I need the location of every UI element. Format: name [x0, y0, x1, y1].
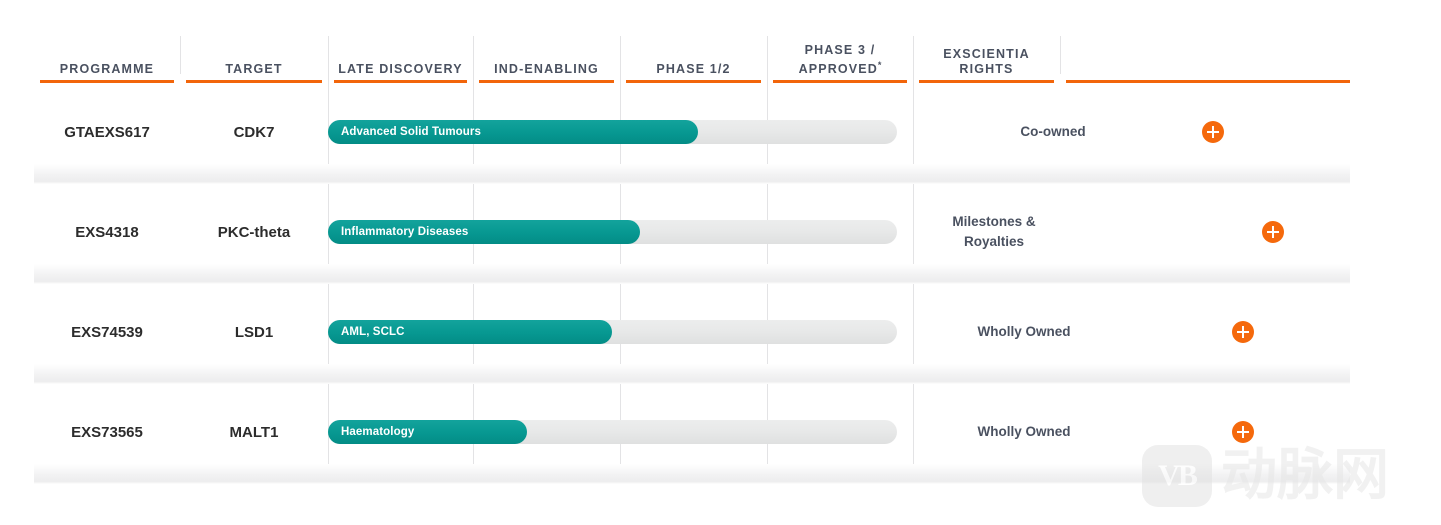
header-rule-phase-3-approved	[773, 80, 907, 83]
cell-target: CDK7	[233, 123, 275, 141]
header-ind-enabling-label: IND-ENABLING	[494, 62, 599, 76]
cell-target: PKC-theta	[217, 223, 291, 241]
header-exscientia-rights: EXSCIENTIA RIGHTS	[913, 36, 1060, 80]
cell-exscientia-rights: Milestones & Royalties	[952, 214, 1036, 249]
progress-fill: Advanced Solid Tumours	[328, 120, 698, 144]
cell-programme: EXS73565	[71, 423, 143, 441]
indication-label: AML, SCLC	[341, 326, 405, 338]
progress-fill: AML, SCLC	[328, 320, 612, 344]
column-divider-5	[767, 36, 768, 476]
cell-programme: EXS74539	[71, 323, 143, 341]
header-phase-3-footnote-asterisk: *	[877, 59, 882, 70]
row-separator-band-4	[34, 464, 1350, 484]
expand-row-icon[interactable]	[1262, 221, 1284, 243]
header-programme: PROGRAMME	[34, 36, 180, 80]
header-phase-3-approved: PHASE 3 / APPROVED*	[767, 36, 913, 80]
header-phase-3-line2: APPROVED	[798, 62, 878, 76]
column-divider-2	[328, 36, 329, 476]
indication-label: Haematology	[341, 426, 415, 438]
header-late-discovery-label: LATE DISCOVERY	[338, 62, 463, 76]
header-ind-enabling: IND-ENABLING	[473, 36, 620, 80]
header-rule-exscientia-rights	[919, 80, 1054, 83]
header-late-discovery: LATE DISCOVERY	[328, 36, 473, 80]
header-target: TARGET	[180, 36, 328, 80]
cell-exscientia-rights: Wholly Owned	[977, 424, 1071, 439]
header-rule-programme	[40, 80, 174, 83]
header-phase-3-line1: PHASE 3 /	[804, 42, 876, 57]
column-divider-3	[473, 36, 474, 476]
header-rule-phase-1-2	[626, 80, 761, 83]
cell-programme: EXS4318	[75, 223, 139, 241]
expand-row-icon[interactable]	[1232, 321, 1254, 343]
row-separator-band-2	[34, 264, 1350, 284]
indication-label: Inflammatory Diseases	[341, 226, 469, 238]
header-target-label: TARGET	[225, 62, 283, 76]
header-expand-column	[1060, 36, 1350, 80]
row-separator-band-1	[34, 164, 1350, 184]
column-divider-4	[620, 36, 621, 476]
progress-fill: Haematology	[328, 420, 527, 444]
cell-target: MALT1	[229, 423, 279, 441]
column-divider-1	[180, 36, 181, 74]
header-rule-late-discovery	[334, 80, 467, 83]
cell-target: LSD1	[234, 323, 274, 341]
header-phase-1-2: PHASE 1/2	[620, 36, 767, 80]
expand-row-icon[interactable]	[1202, 121, 1224, 143]
header-programme-label: PROGRAMME	[59, 62, 155, 76]
header-rule-ind-enabling	[479, 80, 614, 83]
expand-row-icon[interactable]	[1232, 421, 1254, 443]
header-phase-1-2-label: PHASE 1/2	[656, 62, 731, 76]
cell-exscientia-rights: Wholly Owned	[977, 324, 1071, 339]
cell-exscientia-rights: Co-owned	[1020, 124, 1086, 139]
header-rule-expand-column	[1066, 80, 1350, 83]
row-separator-band-3	[34, 364, 1350, 384]
header-exscientia-rights-label: EXSCIENTIA RIGHTS	[943, 47, 1030, 76]
column-divider-6	[913, 36, 914, 476]
column-divider-7	[1060, 36, 1061, 74]
indication-label: Advanced Solid Tumours	[341, 126, 482, 138]
progress-fill: Inflammatory Diseases	[328, 220, 640, 244]
header-rule-target	[186, 80, 322, 83]
header-phase-3-approved-label: PHASE 3 / APPROVED*	[799, 43, 882, 80]
cell-programme: GTAEXS617	[64, 123, 150, 141]
